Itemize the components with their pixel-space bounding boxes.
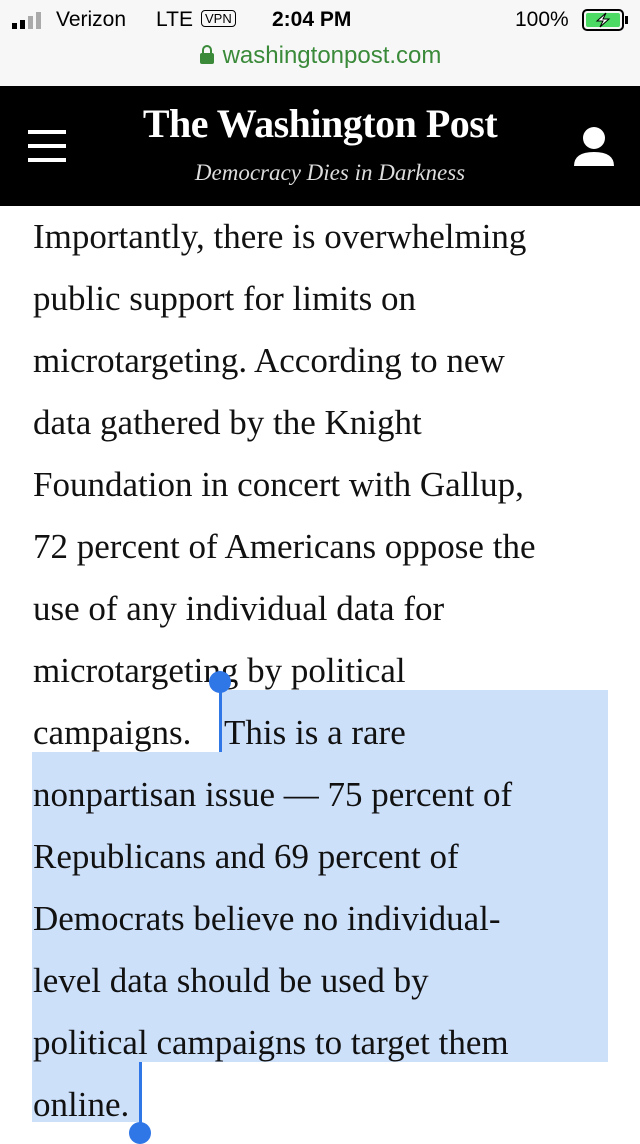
- selection-start-knob[interactable]: [209, 671, 231, 693]
- selected-line: nonpartisan issue — 75 percent of: [33, 775, 513, 814]
- article-line: use of any individual data for: [33, 589, 445, 628]
- url-text[interactable]: washingtonpost.com: [222, 42, 442, 69]
- article-line: campaigns.: [33, 713, 192, 752]
- selection-highlight: [32, 1062, 140, 1122]
- url[interactable]: washingtonpost.com: [0, 40, 640, 72]
- selected-line: political campaigns to target them: [33, 1023, 509, 1062]
- selected-line: Republicans and 69 percent of: [33, 837, 459, 876]
- tagline: Democracy Dies in Darkness: [194, 160, 466, 185]
- battery-percent: 100%: [515, 8, 569, 31]
- selection-highlight: [220, 690, 608, 752]
- site-title[interactable]: The Washington Post: [142, 101, 498, 146]
- menu-bar[interactable]: [28, 158, 66, 162]
- site-header: The Washington Post Democracy Dies in Da…: [0, 86, 640, 206]
- address-bar[interactable]: washingtonpost.com: [0, 40, 640, 87]
- article-line: Importantly, there is overwhelming: [33, 217, 527, 256]
- selected-line: Democrats believe no individual-: [33, 899, 501, 938]
- time: 2:04 PM: [272, 8, 352, 31]
- selected-line: This is a rare: [224, 713, 406, 752]
- selection-end-handle[interactable]: [139, 1062, 142, 1124]
- network: LTE: [156, 8, 193, 31]
- carrier: Verizon: [56, 8, 127, 31]
- battery-icon: [582, 9, 628, 31]
- article-line: Foundation in concert with Gallup,: [33, 465, 524, 504]
- selected-line: online.: [33, 1085, 130, 1124]
- selected-line: level data should be used by: [33, 961, 429, 1000]
- menu-bar[interactable]: [28, 144, 66, 148]
- status-bar: Verizon LTE VPN 2:04 PM 100%: [0, 0, 640, 40]
- user-icon[interactable]: [572, 126, 616, 168]
- selection-start-handle[interactable]: [219, 680, 222, 752]
- article-line: public support for limits on: [33, 279, 417, 318]
- selection-end-knob[interactable]: [129, 1122, 151, 1144]
- article-line: 72 percent of Americans oppose the: [33, 527, 536, 566]
- article-line: microtargeting. According to new: [33, 341, 505, 380]
- menu-bar[interactable]: [28, 130, 66, 134]
- vpn-badge: VPN: [201, 10, 236, 27]
- lock-icon: [199, 45, 214, 64]
- selection-highlight: [32, 752, 608, 1062]
- signal-icon: [12, 12, 41, 29]
- article-line: data gathered by the Knight: [33, 403, 422, 442]
